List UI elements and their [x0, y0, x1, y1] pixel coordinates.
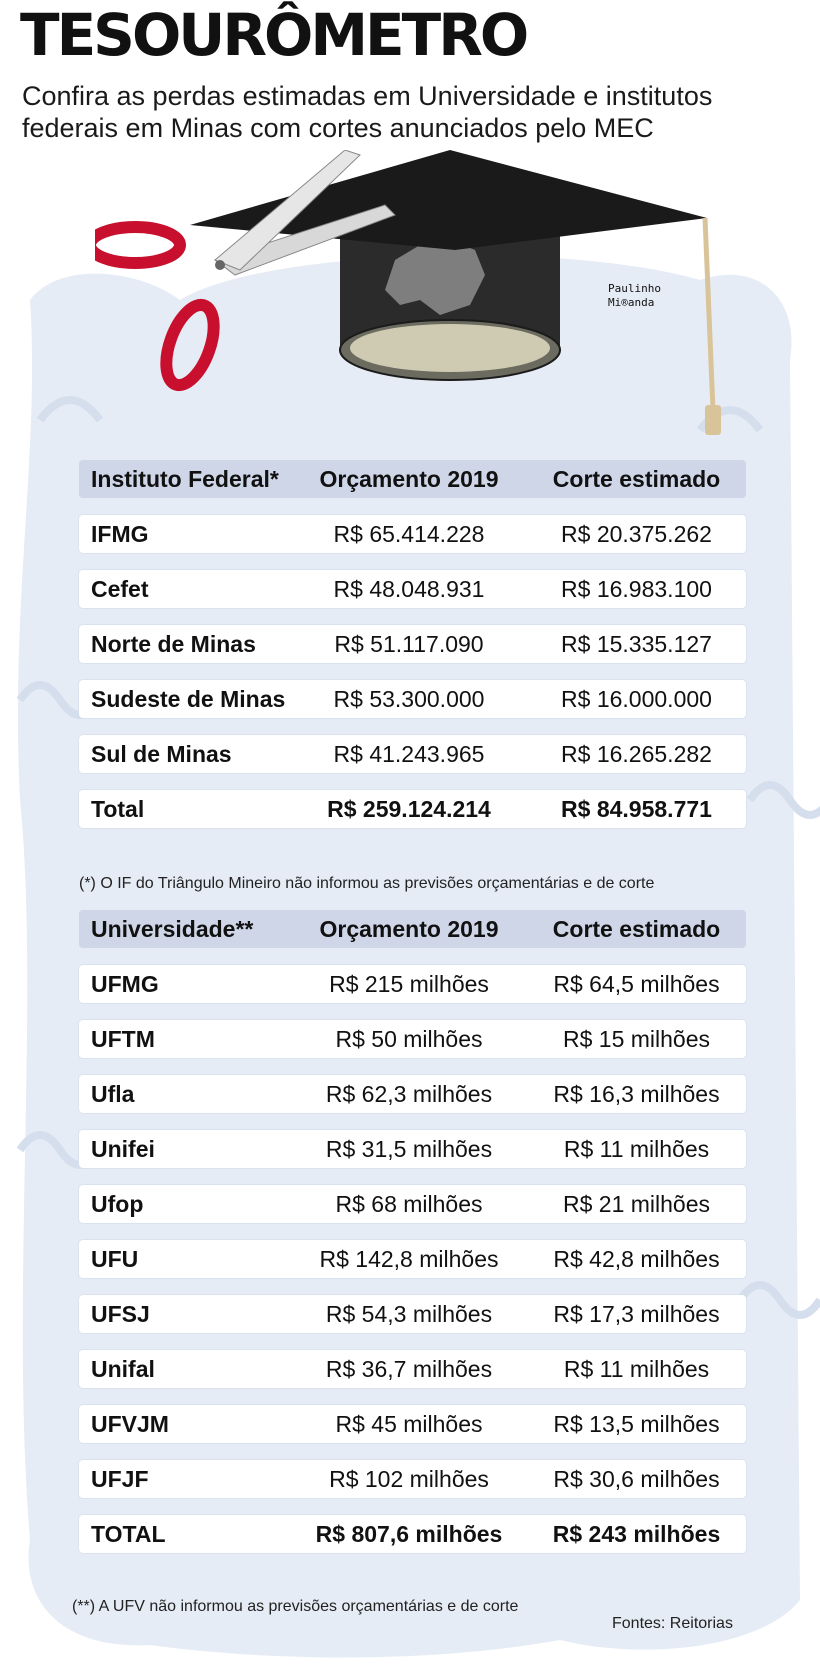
- scissors-icon: [95, 150, 396, 392]
- row-cut: R$ 21 milhões: [562, 1191, 711, 1217]
- row-cut: R$ 42,8 milhões: [553, 1246, 720, 1272]
- row-budget: R$ 65.414.228: [333, 521, 485, 547]
- table-row: UFSJ R$ 54,3 milhões R$ 17,3 milhões: [79, 1295, 746, 1333]
- row-name: Unifei: [91, 1136, 155, 1162]
- header-col-1: Instituto Federal*: [91, 466, 279, 492]
- row-cut: R$ 16.265.282: [561, 741, 712, 767]
- page-subtitle: Confira as perdas estimadas em Universid…: [22, 81, 713, 143]
- total-label: Total: [91, 796, 145, 822]
- table-row: UFJF R$ 102 milhões R$ 30,6 milhões: [79, 1460, 746, 1498]
- row-name: Cefet: [91, 576, 149, 602]
- row-name: Sul de Minas: [91, 741, 232, 767]
- header-col-2: Orçamento 2019: [319, 916, 499, 942]
- row-budget: R$ 215 milhões: [329, 971, 489, 997]
- row-budget: R$ 41.243.965: [333, 741, 485, 767]
- total-cut: R$ 84.958.771: [561, 796, 712, 822]
- table-row: Cefet R$ 48.048.931 R$ 16.983.100: [79, 570, 746, 608]
- row-budget: R$ 54,3 milhões: [325, 1301, 493, 1327]
- row-cut: R$ 64,5 milhões: [553, 971, 720, 997]
- row-budget: R$ 62,3 milhões: [325, 1081, 493, 1107]
- graduation-cap-scissors-illustration: [95, 150, 721, 435]
- row-name: UFJF: [91, 1466, 149, 1492]
- table-row: Ufla R$ 62,3 milhões R$ 16,3 milhões: [79, 1075, 746, 1113]
- row-name: Norte de Minas: [91, 631, 256, 657]
- row-name: UFVJM: [91, 1411, 169, 1437]
- table-row: UFVJM R$ 45 milhões R$ 13,5 milhões: [79, 1405, 746, 1443]
- table-header-row: Universidade** Orçamento 2019 Corte esti…: [79, 910, 746, 948]
- row-cut: R$ 15 milhões: [562, 1026, 711, 1052]
- total-budget: R$ 259.124.214: [327, 796, 491, 822]
- table-row: Sudeste de Minas R$ 53.300.000 R$ 16.000…: [79, 680, 746, 718]
- row-name: IFMG: [91, 521, 149, 547]
- row-budget: R$ 68 milhões: [335, 1191, 483, 1217]
- total-budget: R$ 807,6 milhões: [315, 1521, 503, 1547]
- header-col-3: Corte estimado: [552, 466, 721, 492]
- table-total-row: Total R$ 259.124.214 R$ 84.958.771: [79, 790, 746, 828]
- table-row: UFU R$ 142,8 milhões R$ 42,8 milhões: [79, 1240, 746, 1278]
- row-budget: R$ 53.300.000: [333, 686, 485, 712]
- row-budget: R$ 45 milhões: [335, 1411, 483, 1437]
- cap-board: [190, 150, 707, 250]
- row-cut: R$ 16,3 milhões: [553, 1081, 720, 1107]
- header-col-2: Orçamento 2019: [319, 466, 499, 492]
- table-header-row: Instituto Federal* Orçamento 2019 Corte …: [79, 460, 746, 498]
- table-total-row: TOTAL R$ 807,6 milhões R$ 243 milhões: [79, 1515, 746, 1553]
- row-budget: R$ 31,5 milhões: [325, 1136, 493, 1162]
- row-name: UFMG: [91, 971, 159, 997]
- header-col-3: Corte estimado: [552, 916, 721, 942]
- row-name: UFTM: [91, 1026, 155, 1052]
- row-cut: R$ 20.375.262: [561, 521, 712, 547]
- table-row: Unifal R$ 36,7 milhões R$ 11 milhões: [79, 1350, 746, 1388]
- row-budget: R$ 50 milhões: [335, 1026, 483, 1052]
- row-budget: R$ 102 milhões: [329, 1466, 489, 1492]
- row-cut: R$ 17,3 milhões: [553, 1301, 720, 1327]
- total-cut: R$ 243 milhões: [552, 1521, 721, 1547]
- table-row: UFMG R$ 215 milhões R$ 64,5 milhões: [79, 965, 746, 1003]
- row-budget: R$ 51.117.090: [334, 631, 484, 657]
- table-row: Unifei R$ 31,5 milhões R$ 11 milhões: [79, 1130, 746, 1168]
- row-budget: R$ 142,8 milhões: [319, 1246, 499, 1272]
- page-title: TESOURÔMETRO: [20, 1, 529, 69]
- tassel-end: [705, 405, 721, 435]
- minas-map-icon: [385, 240, 485, 315]
- row-budget: R$ 48.048.931: [333, 576, 485, 602]
- row-cut: R$ 16.983.100: [561, 576, 712, 602]
- universidades-footnote: (**) A UFV não informou as previsões orç…: [72, 1598, 519, 1615]
- row-cut: R$ 11 milhões: [563, 1136, 710, 1162]
- table-row: IFMG R$ 65.414.228 R$ 20.375.262: [79, 515, 746, 553]
- row-name: UFSJ: [91, 1301, 150, 1327]
- row-cut: R$ 11 milhões: [563, 1356, 710, 1382]
- total-label: TOTAL: [91, 1521, 166, 1547]
- row-name: Unifal: [91, 1356, 155, 1382]
- credit-line-2: Mi®anda: [608, 296, 655, 309]
- row-name: UFU: [91, 1246, 139, 1272]
- header-col-1: Universidade**: [91, 916, 254, 942]
- table-row: Norte de Minas R$ 51.117.090 R$ 15.335.1…: [79, 625, 746, 663]
- row-name: Ufop: [91, 1191, 144, 1217]
- institutos-table: Instituto Federal* Orçamento 2019 Corte …: [79, 460, 746, 845]
- row-budget: R$ 36,7 milhões: [325, 1356, 493, 1382]
- row-name: Sudeste de Minas: [91, 686, 286, 712]
- row-cut: R$ 30,6 milhões: [553, 1466, 720, 1492]
- table-row: Sul de Minas R$ 41.243.965 R$ 16.265.282: [79, 735, 746, 773]
- table-row: UFTM R$ 50 milhões R$ 15 milhões: [79, 1020, 746, 1058]
- illustrator-credit: Paulinho Mi®anda: [608, 282, 661, 310]
- tassel-cord: [702, 217, 716, 411]
- cap-inner-ellipse: [350, 324, 550, 372]
- universidades-table: Universidade** Orçamento 2019 Corte esti…: [79, 910, 746, 1570]
- row-cut: R$ 16.000.000: [561, 686, 712, 712]
- institutos-footnote: (*) O IF do Triângulo Mineiro não inform…: [79, 875, 655, 892]
- credit-line-1: Paulinho: [608, 282, 661, 295]
- table-row: Ufop R$ 68 milhões R$ 21 milhões: [79, 1185, 746, 1223]
- row-cut: R$ 13,5 milhões: [553, 1411, 720, 1437]
- sources-note: Fontes: Reitorias: [612, 1615, 733, 1632]
- row-cut: R$ 15.335.127: [561, 631, 712, 657]
- row-name: Ufla: [91, 1081, 135, 1107]
